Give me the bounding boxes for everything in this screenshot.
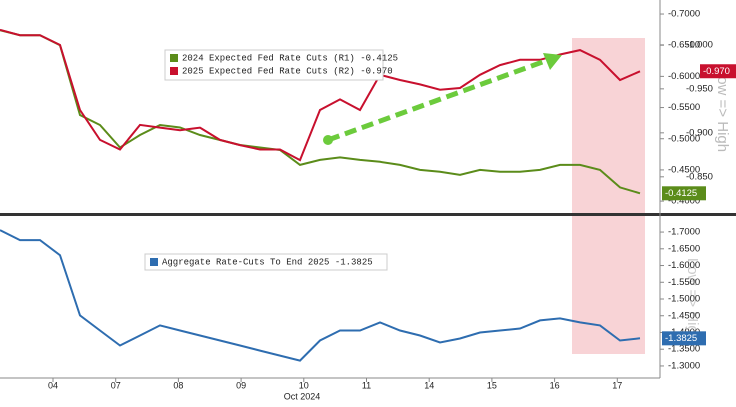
axis-note: Low => High (714, 68, 731, 152)
series-line (0, 229, 641, 362)
y-tick-label: -1.000 (686, 39, 713, 50)
legend (164, 49, 384, 81)
x-axis-label: Oct 2024 (284, 391, 321, 401)
y-tick-label: -0.6000 (668, 71, 700, 82)
axis-note: Low => High (684, 258, 701, 342)
y-tick-label: -0.4500 (668, 164, 700, 175)
y-tick-label: -1.5500 (668, 277, 700, 288)
series-line (0, 29, 641, 195)
arrow-start (323, 135, 333, 145)
x-tick-label: 10 (299, 380, 309, 390)
y-tick-label: -0.7000 (668, 9, 700, 20)
y-tick-label: -0.5500 (668, 102, 700, 113)
y-tick-label: -0.4000 (668, 196, 700, 207)
trend-arrow (327, 57, 549, 143)
last-value-box (662, 186, 706, 201)
legend-swatch (150, 258, 158, 266)
y-tick-label: -0.850 (686, 171, 713, 182)
x-tick-label: 11 (362, 380, 371, 390)
last-value-label: -1.3825 (665, 333, 697, 344)
plot-area (0, 28, 641, 362)
y-tick-label: -0.900 (686, 127, 713, 138)
highlight-region (572, 38, 645, 354)
last-value-label: -0.970 (703, 66, 730, 77)
x-tick-label: 15 (487, 380, 497, 390)
x-tick-label: 16 (550, 380, 560, 390)
y-tick-label: -1.4500 (668, 310, 700, 321)
x-tick-label: 07 (111, 380, 121, 390)
x-tick-label: 04 (48, 380, 58, 390)
y-tick-label: -1.5000 (668, 294, 700, 305)
last-value-box (700, 64, 736, 79)
legend-swatch (170, 67, 178, 75)
series-line (0, 28, 641, 162)
arrow-head (543, 53, 562, 70)
last-value-box (662, 331, 706, 346)
y-tick-label: -1.6500 (668, 243, 700, 254)
y-tick-label: -1.7000 (668, 227, 700, 238)
legend-label: Aggregate Rate-Cuts To End 2025 -1.3825 (162, 257, 373, 267)
y-tick-label: -1.3500 (668, 344, 700, 355)
x-tick-label: 09 (236, 380, 246, 390)
legend (144, 253, 388, 271)
last-value-label: -0.4125 (665, 188, 697, 199)
legend-swatch (170, 54, 178, 62)
x-tick-label: 08 (173, 380, 183, 390)
y-tick-label: -1.3000 (668, 360, 700, 371)
y-tick-label: -1.6000 (668, 260, 700, 271)
x-tick-label: 14 (424, 380, 434, 390)
y-tick-label: -0.950 (686, 83, 713, 94)
y-tick-label: -0.6500 (668, 40, 700, 51)
x-tick-label: 17 (612, 380, 622, 390)
legend-label: 2024 Expected Fed Rate Cuts (R1) -0.4125 (182, 53, 398, 63)
y-tick-label: -0.5000 (668, 133, 700, 144)
legend-label: 2025 Expected Fed Rate Cuts (R2) -0.970 (182, 66, 393, 76)
